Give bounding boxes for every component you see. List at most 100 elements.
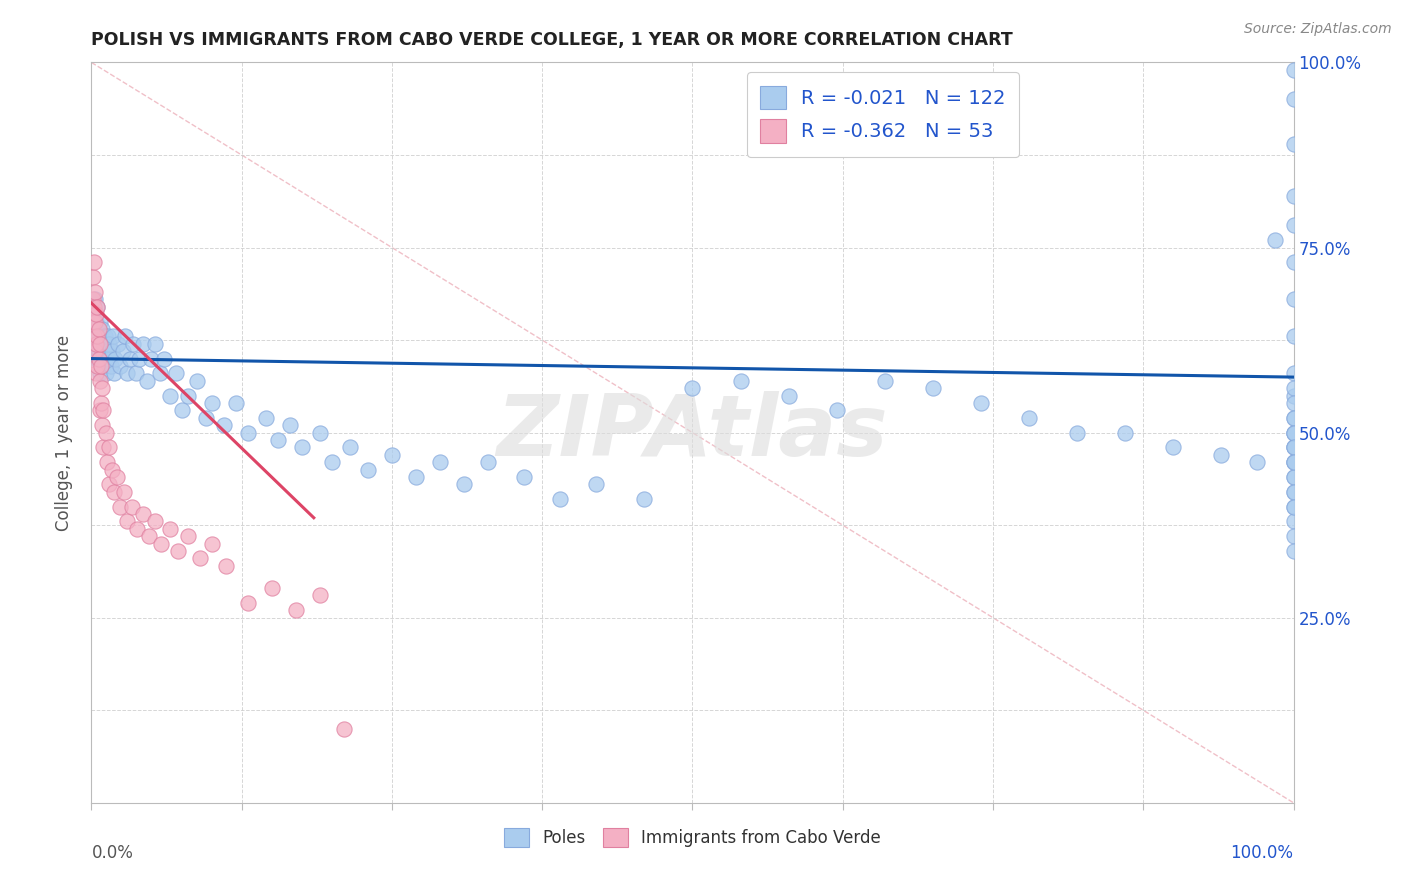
Point (477, 455, 499, 469)
Point (125, 522, 148, 536)
Point (83, 255, 105, 269)
Point (132, 507, 155, 521)
Text: POLISH VS IMMIGRANTS FROM CABO VERDE COLLEGE, 1 YEAR OR MORE CORRELATION CHART: POLISH VS IMMIGRANTS FROM CABO VERDE COL… (91, 31, 1014, 49)
Point (357, 462, 380, 476)
Point (429, 455, 451, 469)
Point (86, 359, 108, 373)
Point (101, 329, 124, 343)
Point (84, 344, 107, 359)
Point (83, 307, 105, 321)
Point (93, 351, 115, 366)
Point (82, 270, 104, 285)
Point (194, 410, 217, 425)
Point (825, 403, 848, 417)
Point (103, 484, 125, 499)
Point (112, 484, 135, 499)
Point (1018, 410, 1040, 425)
Point (165, 367, 187, 381)
Point (1282, 500, 1305, 514)
Point (141, 351, 163, 366)
Point (1282, 293, 1305, 307)
Point (122, 336, 145, 351)
Point (84, 367, 107, 381)
Point (333, 722, 356, 736)
Point (89, 367, 111, 381)
Point (114, 329, 136, 343)
Point (1211, 448, 1233, 462)
Point (186, 374, 208, 388)
Point (98, 351, 121, 366)
Legend: Poles, Immigrants from Cabo Verde: Poles, Immigrants from Cabo Verde (498, 822, 887, 854)
Point (254, 410, 277, 425)
Point (1282, 255, 1305, 269)
Point (87, 351, 110, 366)
Point (84, 293, 107, 307)
Point (89, 336, 111, 351)
Point (1282, 62, 1305, 77)
Point (405, 470, 427, 484)
Point (96, 455, 118, 469)
Point (339, 441, 361, 455)
Point (152, 351, 174, 366)
Point (176, 529, 198, 543)
Point (1282, 329, 1305, 343)
Point (260, 581, 283, 595)
Point (730, 374, 752, 388)
Point (1282, 470, 1305, 484)
Point (117, 515, 139, 529)
Point (548, 492, 571, 507)
Point (1282, 529, 1305, 543)
Point (201, 396, 224, 410)
Point (117, 367, 139, 381)
Point (94, 367, 117, 381)
Point (90, 396, 112, 410)
Point (1282, 388, 1305, 402)
Point (1282, 484, 1305, 499)
Point (1282, 367, 1305, 381)
Point (86, 329, 108, 343)
Point (86, 300, 108, 314)
Point (89, 403, 111, 417)
Point (321, 455, 343, 469)
Point (121, 500, 143, 514)
Point (188, 551, 211, 566)
Point (83, 329, 105, 343)
Text: ZIPAtlas: ZIPAtlas (496, 391, 889, 475)
Point (110, 359, 132, 373)
Point (167, 544, 190, 558)
Point (86, 329, 108, 343)
Point (1282, 92, 1305, 106)
Point (135, 374, 157, 388)
Point (1282, 410, 1305, 425)
Point (90, 359, 112, 373)
Point (681, 381, 703, 395)
Point (91, 322, 114, 336)
Point (308, 589, 330, 603)
Point (87, 344, 110, 359)
Point (1282, 381, 1305, 395)
Point (1282, 410, 1305, 425)
Point (922, 381, 945, 395)
Point (93, 441, 115, 455)
Point (453, 477, 475, 491)
Point (1282, 425, 1305, 440)
Point (107, 336, 129, 351)
Point (94, 425, 117, 440)
Point (87, 322, 110, 336)
Point (1282, 455, 1305, 469)
Point (91, 344, 114, 359)
Point (93, 403, 115, 417)
Point (89, 314, 111, 328)
Point (1282, 470, 1305, 484)
Point (100, 359, 122, 373)
Point (1282, 500, 1305, 514)
Point (143, 515, 166, 529)
Point (82, 329, 104, 343)
Point (84, 314, 107, 328)
Point (82, 293, 104, 307)
Point (84, 285, 107, 299)
Point (98, 441, 121, 455)
Point (96, 344, 118, 359)
Point (1282, 441, 1305, 455)
Point (128, 351, 150, 366)
